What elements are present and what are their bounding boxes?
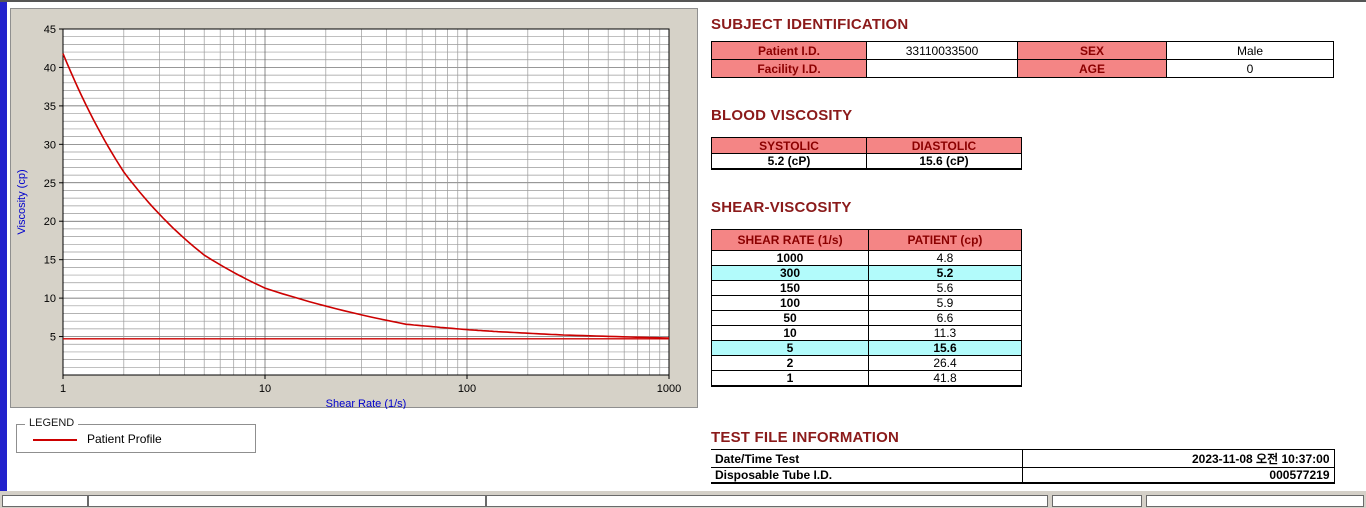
svg-text:25: 25 [44,178,56,190]
table-row: Patient I.D. 33110033500 SEX Male [711,41,1334,60]
svg-text:35: 35 [44,101,56,113]
date-time-test-value: 2023-11-08 오전 10:37:00 [1021,449,1335,468]
viscosity-chart-panel: 5 10 15 20 25 30 35 40 45 1 10 100 1000 Shear Rate (1… [10,8,698,409]
shear-rate-value: 150 [711,280,869,296]
svg-text:1000: 1000 [657,383,681,395]
patient-viscosity-value: 5.2 [868,265,1022,281]
shear-rate-header: SHEAR RATE (1/s) [711,229,869,251]
subject-identification-title: SUBJECT IDENTIFICATION [711,16,909,33]
table-row: 150 5.6 [711,280,1022,296]
table-row: 5.2 (cP) 15.6 (cP) [711,153,1022,170]
taskbar-panel [486,495,1048,507]
svg-text:10: 10 [259,383,271,395]
facility-id-label: Facility I.D. [711,59,867,78]
table-row: 300 5.2 [711,265,1022,281]
patient-viscosity-value: 5.9 [868,295,1022,311]
table-row: 1 41.8 [711,370,1022,387]
patient-viscosity-value: 5.6 [868,280,1022,296]
shear-rate-value: 50 [711,310,869,326]
patient-viscosity-value: 26.4 [868,355,1022,371]
table-row: 100 5.9 [711,295,1022,311]
taskbar-panel [88,495,486,507]
table-row: Disposable Tube I.D. 000577219 [711,467,1335,484]
table-header-row: SHEAR RATE (1/s) PATIENT (cp) [711,229,1022,251]
test-file-information-title: TEST FILE INFORMATION [711,429,900,446]
patient-cp-header: PATIENT (cp) [868,229,1022,251]
patient-id-label: Patient I.D. [711,41,867,60]
legend-line-sample [33,439,77,441]
legend-series-label: Patient Profile [87,432,162,446]
svg-text:40: 40 [44,62,56,74]
taskbar-panel [1146,495,1364,507]
shear-viscosity-title: SHEAR-VISCOSITY [711,199,852,216]
subject-identification-table: Patient I.D. 33110033500 SEX Male Facili… [711,41,1334,78]
disposable-tube-id-value: 000577219 [1021,467,1335,484]
shear-rate-value: 1000 [711,250,869,266]
diastolic-value: 15.6 (cP) [866,153,1022,170]
shear-rate-value: 5 [711,340,869,356]
svg-text:Viscosity (cp): Viscosity (cp) [16,169,28,234]
sex-value: Male [1166,41,1334,60]
date-time-test-label: Date/Time Test [711,449,1023,468]
diastolic-header: DIASTOLIC [866,137,1022,154]
chart-legend: LEGEND Patient Profile [16,417,256,453]
patient-viscosity-value: 4.8 [868,250,1022,266]
age-label: AGE [1017,59,1167,78]
svg-text:45: 45 [44,24,56,36]
table-row: 5 15.6 [711,340,1022,356]
svg-text:10: 10 [44,293,56,305]
test-file-information-table: Date/Time Test 2023-11-08 오전 10:37:00 Di… [711,449,1335,484]
table-header-row: SYSTOLIC DIASTOLIC [711,137,1022,154]
systolic-header: SYSTOLIC [711,137,867,154]
svg-text:15: 15 [44,255,56,267]
table-row: 1000 4.8 [711,250,1022,266]
blood-viscosity-table: SYSTOLIC DIASTOLIC 5.2 (cP) 15.6 (cP) [711,137,1022,170]
legend-title: LEGEND [25,417,79,429]
svg-text:20: 20 [44,216,56,228]
table-row: 2 26.4 [711,355,1022,371]
shear-rate-value: 100 [711,295,869,311]
window-left-edge [0,2,7,491]
svg-text:1: 1 [60,383,66,395]
systolic-value: 5.2 (cP) [711,153,867,170]
svg-text:Shear Rate (1/s): Shear Rate (1/s) [326,398,407,409]
patient-viscosity-value: 6.6 [868,310,1022,326]
facility-id-value [866,59,1018,78]
patient-viscosity-value: 41.8 [868,370,1022,387]
svg-text:100: 100 [458,383,476,395]
table-row: 10 11.3 [711,325,1022,341]
sex-label: SEX [1017,41,1167,60]
table-row: Facility I.D. AGE 0 [711,59,1334,78]
table-row: 50 6.6 [711,310,1022,326]
shear-rate-value: 1 [711,370,869,387]
shear-rate-value: 10 [711,325,869,341]
patient-viscosity-value: 11.3 [868,325,1022,341]
patient-id-value: 33110033500 [866,41,1018,60]
shear-rate-value: 2 [711,355,869,371]
shear-viscosity-table: SHEAR RATE (1/s) PATIENT (cp) 1000 4.8 3… [711,229,1022,387]
taskbar-panel [1052,495,1142,507]
patient-viscosity-value: 15.6 [868,340,1022,356]
svg-text:5: 5 [50,332,56,344]
window-top-border [0,0,1366,2]
blood-viscosity-title: BLOOD VISCOSITY [711,107,853,124]
age-value: 0 [1166,59,1334,78]
shear-rate-value: 300 [711,265,869,281]
viscosity-chart: 5 10 15 20 25 30 35 40 45 1 10 100 1000 Shear Rate (1… [16,24,681,409]
svg-text:30: 30 [44,139,56,151]
table-row: Date/Time Test 2023-11-08 오전 10:37:00 [711,449,1335,468]
taskbar-panel [2,495,88,507]
disposable-tube-id-label: Disposable Tube I.D. [711,467,1023,484]
